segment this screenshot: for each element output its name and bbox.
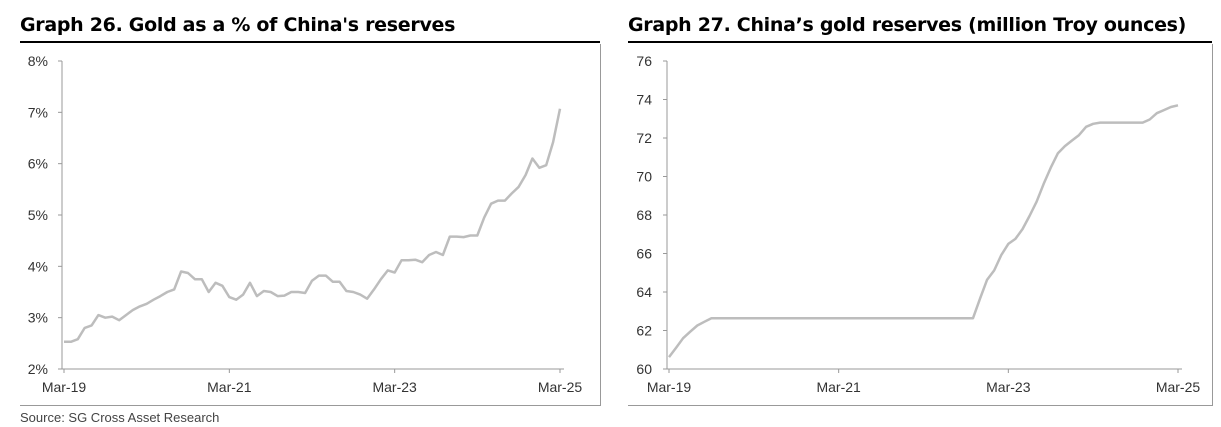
y-tick-label: 2% (28, 361, 48, 377)
panel-frame-bottom (628, 405, 1212, 406)
y-tick-label: 8% (28, 53, 48, 69)
x-tick-label: Mar-23 (986, 379, 1031, 395)
x-tick-label: Mar-19 (647, 379, 692, 395)
y-tick-label: 5% (28, 207, 48, 223)
x-tick-label: Mar-25 (538, 379, 583, 395)
y-tick-label: 6% (28, 156, 48, 172)
y-tick-label: 70 (636, 169, 652, 185)
panel-frame-right (600, 44, 601, 406)
y-tick-label: 64 (636, 284, 652, 300)
x-tick-label: Mar-21 (816, 379, 861, 395)
y-tick-label: 76 (636, 53, 652, 69)
title-rule (628, 41, 1212, 43)
y-tick-label: 62 (636, 323, 652, 339)
x-tick-label: Mar-23 (372, 379, 417, 395)
x-tick-label: Mar-25 (1156, 379, 1201, 395)
y-tick-label: 66 (636, 246, 652, 262)
series-line (64, 108, 562, 344)
y-tick-label: 3% (28, 310, 48, 326)
source-note: Source: SG Cross Asset Research (20, 410, 220, 425)
y-tick-label: 72 (636, 130, 652, 146)
y-tick-label: 60 (636, 361, 652, 377)
y-tick-label: 68 (636, 207, 652, 223)
chart-title: Graph 27. China’s gold reserves (million… (628, 14, 1187, 36)
series-line (668, 104, 1179, 358)
panel-frame-bottom (20, 405, 600, 406)
x-tick-label: Mar-21 (207, 379, 252, 395)
y-tick-label: 74 (636, 92, 652, 108)
y-tick-label: 7% (28, 104, 48, 120)
title-rule (20, 41, 600, 43)
chart-title: Graph 26. Gold as a % of China's reserve… (20, 14, 456, 36)
x-tick-label: Mar-19 (42, 379, 87, 395)
y-tick-label: 4% (28, 258, 48, 274)
panel-frame-right (1212, 44, 1213, 406)
